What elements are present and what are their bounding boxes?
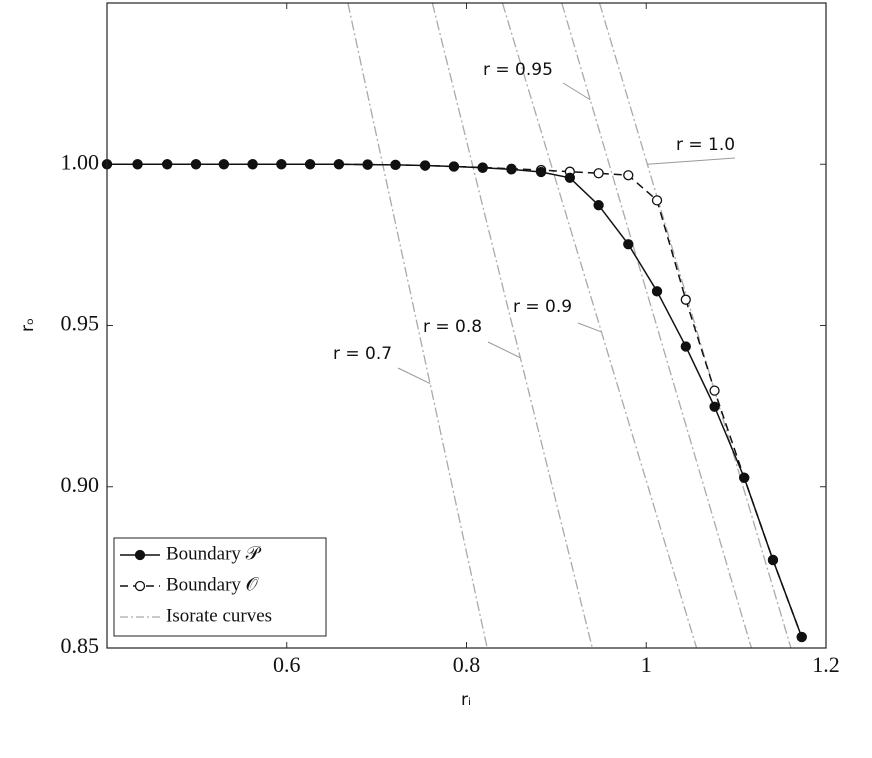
isorate-pointer — [397, 367, 431, 384]
point — [247, 159, 258, 170]
isorate-pointer — [647, 157, 736, 165]
y-tick-label: 1.00 — [61, 149, 100, 174]
point — [304, 159, 316, 170]
isorate-label: r = 0.7 — [333, 344, 392, 364]
isorate-label: r = 0.95 — [483, 60, 553, 80]
point — [680, 294, 691, 305]
legend-label: Boundary 𝒫 — [166, 543, 262, 564]
x-tick-label: 0.6 — [273, 652, 301, 677]
isorate-line — [501, 3, 698, 648]
isorate-label: r = 0.9 — [513, 297, 572, 317]
plot-frame — [106, 2, 827, 649]
isorate-label: r = 1.0 — [676, 135, 735, 155]
point — [623, 170, 634, 181]
point — [739, 472, 750, 483]
point — [651, 286, 663, 297]
point — [506, 164, 517, 175]
point — [420, 160, 431, 171]
y-tick-label: 0.90 — [61, 472, 100, 497]
legend-marker — [134, 580, 146, 592]
point — [448, 161, 460, 172]
point — [390, 159, 401, 171]
point — [593, 200, 604, 211]
point — [333, 159, 345, 170]
legend-label: Isorate curves — [166, 605, 272, 626]
point — [362, 159, 373, 170]
isorate-line — [598, 3, 792, 648]
point — [593, 168, 604, 179]
legend-label: Boundary 𝒪 — [166, 574, 260, 595]
isorate-pointer — [562, 82, 591, 101]
y-tick-label: 0.85 — [61, 633, 100, 658]
point — [623, 239, 634, 250]
legend-marker — [134, 549, 146, 561]
point — [767, 554, 779, 566]
y-tick-label: 0.95 — [61, 311, 100, 336]
point — [162, 159, 173, 170]
x-tick-label: 1.2 — [812, 652, 840, 677]
point — [190, 159, 202, 170]
isorate-pointer — [577, 322, 602, 333]
isorate-line — [347, 3, 488, 648]
isorate-label: r = 0.8 — [423, 317, 482, 337]
point — [276, 159, 287, 170]
point — [709, 401, 720, 412]
point — [796, 631, 807, 643]
x-tick-label: 1 — [641, 652, 652, 677]
point — [477, 162, 488, 173]
point — [680, 341, 691, 352]
point — [535, 166, 547, 178]
isorate-line — [561, 3, 753, 648]
point — [218, 159, 229, 170]
point — [651, 195, 663, 206]
isorate-pointer — [487, 341, 521, 359]
x-axis-label: rᵢ — [461, 690, 471, 710]
isorate-line — [431, 3, 593, 648]
point — [709, 385, 720, 396]
y-axis-label: rₒ — [18, 318, 38, 332]
point — [564, 172, 576, 183]
x-tick-label: 0.8 — [453, 652, 481, 677]
point — [132, 159, 143, 170]
